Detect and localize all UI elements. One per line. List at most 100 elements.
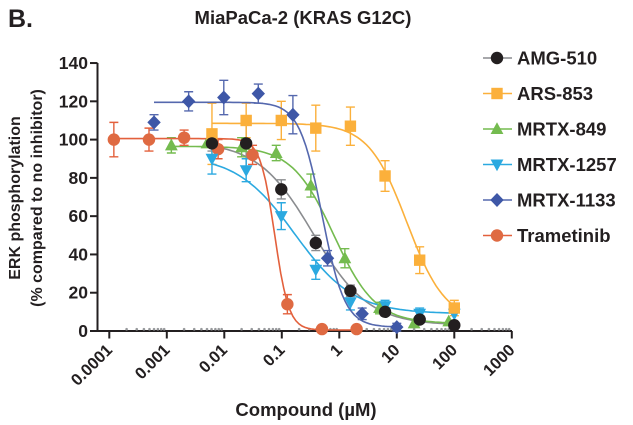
triangle-down-marker: [344, 297, 357, 310]
x-minor-tick-dot: [217, 327, 221, 331]
circle-marker: [275, 183, 288, 196]
x-minor-tick-dot: [257, 327, 261, 331]
series-markers-trametinib: [107, 131, 363, 336]
x-tick-label: 1: [327, 341, 346, 360]
circle-marker: [107, 133, 121, 146]
x-minor-tick-dot: [440, 327, 443, 331]
triangle-down-marker: [239, 165, 253, 178]
x-minor-tick-dot: [493, 327, 496, 331]
x-tick-label: 0.1: [260, 341, 289, 370]
chart-title: MiaPaCa-2 (KRAS G12C): [195, 7, 412, 28]
x-minor-tick-dot: [152, 327, 156, 331]
square-marker: [275, 114, 287, 127]
y-tick-label: 100: [59, 130, 88, 150]
triangle-down-marker: [490, 159, 504, 172]
x-minor-tick-dot: [156, 327, 160, 331]
x-minor-tick-dot: [135, 327, 139, 331]
legend-label: MRTX-1257: [517, 154, 617, 175]
x-minor-tick-dot: [504, 327, 508, 331]
circle-marker: [177, 131, 191, 144]
legend-item-ars-853: ARS-853: [483, 83, 593, 104]
triangle-up-marker: [338, 251, 352, 264]
fit-curve: [171, 145, 449, 324]
triangle-up-marker: [164, 138, 178, 151]
diamond-marker: [390, 320, 404, 335]
legend-label: ARS-853: [517, 83, 593, 104]
x-minor-tick-dot: [267, 327, 271, 331]
x-minor-tick-dot: [210, 327, 213, 331]
circle-marker: [309, 236, 322, 250]
x-minor-tick-dot: [372, 327, 376, 331]
circle-marker: [490, 51, 504, 65]
square-marker: [491, 87, 503, 100]
circle-marker: [350, 322, 363, 336]
x-minor-tick-dot: [220, 327, 223, 331]
series-curve-mrtx-849: [166, 136, 449, 328]
x-minor-tick-dot: [365, 327, 369, 331]
circle-marker: [413, 313, 426, 326]
x-tick-label: 0.001: [132, 341, 174, 383]
x-minor-tick-dot: [501, 327, 505, 331]
x-minor-tick-dot: [182, 327, 186, 331]
x-minor-tick-dot: [444, 327, 447, 331]
triangle-up-marker: [304, 178, 318, 191]
y-tick-label: 140: [59, 53, 88, 73]
circle-marker: [205, 137, 219, 150]
legend-item-trametinib: Trametinib: [483, 225, 611, 246]
series-markers-ars-853: [206, 114, 460, 314]
series-markers-mrtx-1133: [147, 86, 404, 335]
y-axis-title-line1: ERK phosphorylation: [7, 116, 24, 280]
x-minor-tick-dot: [497, 327, 501, 331]
series-curve-trametinib: [109, 121, 357, 331]
fit-curve: [113, 137, 357, 331]
x-minor-tick-dot: [200, 327, 203, 331]
x-minor-tick-dot: [148, 327, 151, 331]
x-minor-tick-dot: [487, 327, 491, 331]
circle-marker: [448, 319, 461, 332]
diamond-marker: [217, 90, 231, 105]
fit-curve: [212, 122, 455, 307]
triangle-down-marker: [309, 264, 323, 277]
square-marker: [206, 128, 218, 140]
series-curve-ars-853: [207, 100, 459, 317]
legend-label: Trametinib: [517, 225, 611, 246]
x-minor-tick-dot: [378, 327, 381, 331]
y-axis-title-line2: (% compared to no inhibitor): [29, 89, 46, 307]
legend-label: MRTX-849: [517, 119, 606, 140]
axes: [96, 63, 512, 332]
x-minor-tick-dot: [507, 327, 511, 331]
circle-marker: [378, 305, 392, 319]
x-minor-tick-dot: [205, 327, 209, 331]
x-minor-tick-dot: [386, 327, 390, 331]
y-tick-label: 80: [69, 168, 89, 188]
legend-item-amg-510: AMG-510: [483, 48, 597, 69]
circle-marker: [142, 133, 156, 146]
x-minor-tick-dot: [214, 327, 217, 331]
x-minor-tick-dot: [412, 327, 416, 331]
diamond-marker: [355, 306, 369, 321]
circle-marker: [490, 229, 504, 242]
square-marker: [344, 120, 357, 132]
series-markers-amg-510: [205, 137, 461, 332]
x-minor-tick-dot: [271, 327, 275, 331]
square-marker: [448, 302, 460, 314]
circle-marker: [246, 148, 259, 162]
diamond-marker: [490, 193, 504, 207]
x-minor-tick-dot: [159, 327, 163, 331]
square-marker: [310, 122, 322, 134]
x-tick-label: 1000: [480, 341, 519, 380]
diamond-marker: [181, 94, 196, 109]
x-tick-label: 0.01: [196, 341, 231, 376]
fit-curve: [211, 163, 455, 314]
fit-curve: [154, 101, 397, 328]
x-minor-tick-dot: [297, 327, 301, 331]
x-minor-tick-dot: [263, 327, 266, 331]
x-minor-tick-dot: [470, 327, 473, 331]
x-minor-tick-dot: [430, 327, 433, 331]
square-marker: [379, 170, 391, 182]
triangle-up-marker: [490, 122, 504, 134]
legend-item-mrtx-1133: MRTX-1133: [483, 190, 616, 211]
plot-area: 0 20 40 60 80 100 120 140 0.0001 0.001 0.01 0.1 1 10 1…: [59, 48, 617, 390]
legend-item-mrtx-1257: MRTX-1257: [483, 154, 617, 175]
